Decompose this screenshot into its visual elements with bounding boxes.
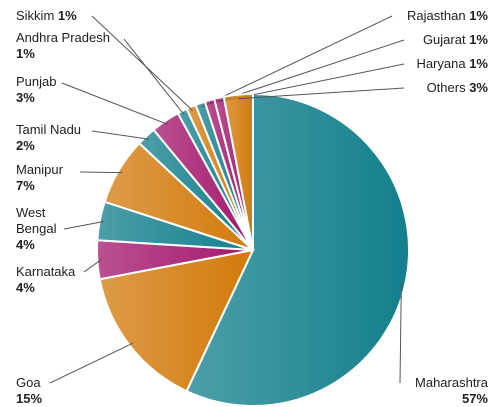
slice-name: Tamil Nadu [16,122,82,137]
slice-value: 57% [461,391,488,406]
slice-value: 4% [16,237,35,252]
slice-value: 1% [469,8,488,23]
slice-name: Rajasthan [407,8,466,23]
leader-line [399,283,402,384]
slice-value: 15% [16,391,43,406]
slice-label: Karnataka 4% [16,264,75,296]
slice-value: 3% [469,80,488,95]
slice-name: Manipur [16,162,63,177]
leader-line [49,342,134,384]
slice-label: West Bengal 4% [16,205,66,253]
pie-slice [98,248,255,393]
slice-value: 1% [57,8,77,23]
slice-label: Rajasthan 1% [407,8,488,24]
slice-name: Andhra Pradesh [16,30,110,45]
slice-label: Tamil Nadu 2% [16,122,81,154]
slice-name: Maharashtra [415,375,488,390]
slice-name: Gujarat [422,32,466,47]
slice-name: Karnataka [16,264,76,279]
pie-slice [222,92,254,251]
slice-label: Goa 15% [16,375,42,407]
slice-label: Maharashtra 57% [415,375,488,407]
slice-label: Punjab 3% [16,74,56,106]
slice-value: 1% [469,56,488,71]
slice-label: Sikkim 1% [16,8,77,24]
leader-line [91,130,150,140]
slice-label: Andhra Pradesh 1% [16,30,110,62]
slice-value: 4% [16,280,35,295]
leader-line [61,82,168,125]
leader-line [79,171,123,174]
slice-value: 1% [16,46,35,61]
slice-name: Haryana [416,56,466,71]
leader-line [91,15,193,111]
slice-value: 7% [16,178,35,193]
slice-label: Manipur 7% [16,162,63,194]
slice-name: Others [426,80,466,95]
leader-line [63,221,104,230]
slice-name: Sikkim [16,8,55,23]
leader-line [201,15,393,108]
slice-label: Others 3% [427,80,488,96]
leader-line [83,259,102,273]
pie-slice [185,92,410,407]
slice-label: Gujarat 1% [423,32,488,48]
slice-value: 2% [16,138,35,153]
leader-line [123,38,185,115]
leader-line [238,87,405,100]
slice-label: Haryana 1% [416,56,488,72]
slice-name: Goa [16,375,41,390]
slice-value: 3% [16,90,35,105]
slice-value: 1% [469,32,488,47]
slice-name: Punjab [16,74,57,89]
slice-name: West Bengal [16,205,57,236]
